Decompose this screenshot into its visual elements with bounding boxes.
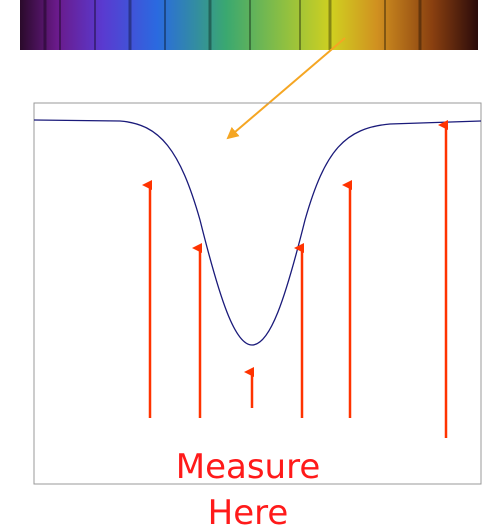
label-line: Measure <box>176 447 321 487</box>
plot-box <box>34 103 481 484</box>
label-line: Here <box>208 493 289 529</box>
pointer-arrow <box>228 38 345 138</box>
spectrum <box>20 0 478 50</box>
diagram: Measure Here <box>0 0 485 529</box>
absorption-line <box>34 120 481 345</box>
measure-arrows <box>150 125 446 438</box>
page: Measure Here (() => { const data = JSON.… <box>0 0 485 529</box>
